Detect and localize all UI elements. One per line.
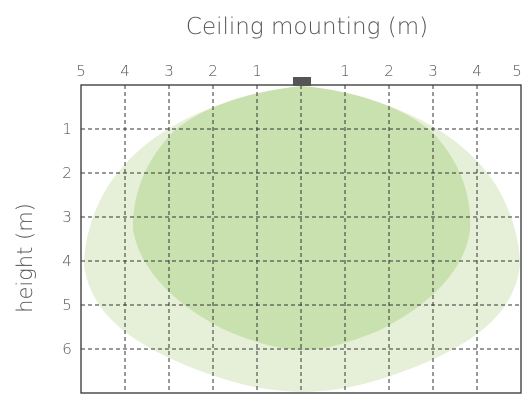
x-tick-label: 3 [164,62,174,80]
x-tick-label: 2 [384,62,394,80]
inner-coverage-zone [132,86,471,350]
grid-vertical-lines [124,85,478,393]
x-tick-label: 4 [472,62,482,80]
y-tick-label: 2 [62,164,72,182]
y-tick-label: 5 [62,296,72,314]
x-tick-label: 5 [512,62,522,80]
grid-horizontal-lines [81,128,521,350]
x-tick-label: 4 [120,62,130,80]
y-tick-label: 1 [62,120,72,138]
x-tick-label: 3 [428,62,438,80]
coverage-zones [84,86,520,392]
diagram-title: Ceiling mounting (m) [186,14,428,40]
x-tick-label: 1 [252,62,262,80]
y-tick-label: 6 [62,340,72,358]
ceiling-sensor-icon [293,77,311,86]
y-tick-labels: 1 2 3 4 5 6 [62,120,72,358]
x-tick-label: 1 [340,62,350,80]
x-tick-label: 5 [76,62,86,80]
x-tick-label: 2 [208,62,218,80]
grid [80,84,522,394]
y-axis-label: height (m) [13,203,37,313]
y-tick-label: 3 [62,208,72,226]
x-tick-labels: 5 4 3 2 1 1 2 3 4 5 [76,62,522,80]
y-tick-label: 4 [62,252,72,270]
